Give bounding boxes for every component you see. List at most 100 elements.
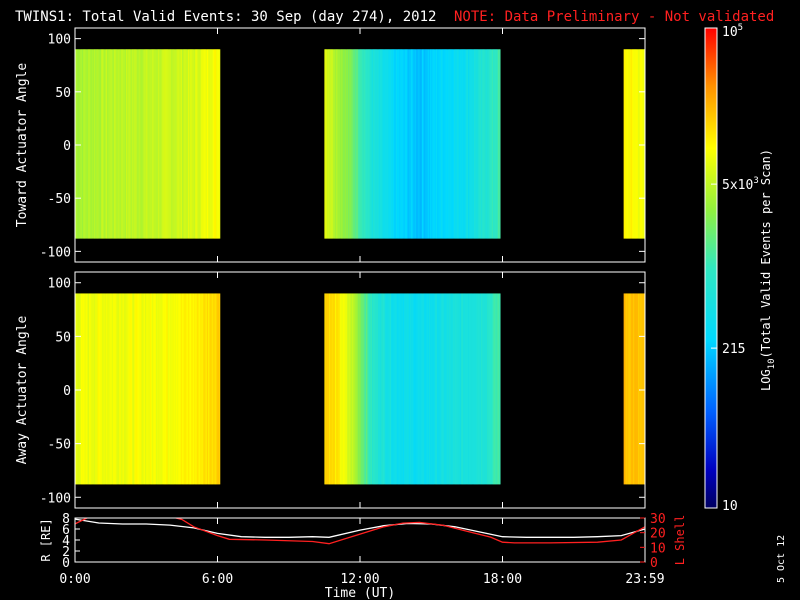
heatmap-cell (389, 49, 392, 239)
heatmap-cell (474, 293, 476, 485)
heatmap-cell (105, 49, 108, 239)
heatmap-cell (129, 293, 132, 485)
heatmap-cell (418, 293, 420, 485)
heatmap-cell (140, 49, 142, 239)
heatmap-cell (170, 293, 172, 485)
heatmap-cell (383, 293, 386, 485)
heatmap-cell (445, 293, 448, 485)
heatmap-cell (491, 293, 494, 485)
heatmap-cell (133, 49, 135, 239)
heatmap-cell (206, 49, 209, 239)
heatmap-cell (97, 293, 100, 485)
heatmap-cell (164, 293, 166, 485)
heatmap-cell (103, 293, 106, 485)
y-left-tick-label: 4 (62, 534, 70, 549)
heatmap-cell (121, 49, 123, 239)
heatmap-cell (405, 49, 407, 239)
heatmap-cell (160, 293, 163, 485)
heatmap-cell (329, 293, 331, 485)
heatmap-cell (424, 293, 426, 485)
heatmap-cell (115, 293, 117, 485)
heatmap-cell (114, 293, 116, 485)
heatmap-cell (78, 293, 81, 485)
heatmap-cell (384, 293, 387, 485)
heatmap-cell (117, 293, 120, 485)
heatmap-cell (363, 293, 366, 485)
heatmap-cell (472, 293, 475, 485)
heatmap-cell (197, 49, 199, 239)
heatmap-cell (99, 293, 102, 485)
heatmap-cell (191, 49, 193, 239)
heatmap-cell (642, 293, 645, 485)
heatmap-cell (409, 293, 412, 485)
heatmap-cell (483, 293, 486, 485)
heatmap-cell (424, 49, 426, 239)
heatmap-cell (172, 293, 174, 485)
heatmap-cell (490, 49, 493, 239)
heatmap-cell (439, 49, 442, 239)
heatmap-cell (414, 293, 417, 485)
y-left-tick-label: 2 (62, 545, 70, 560)
heatmap-cell (213, 293, 216, 485)
heatmap-cell (181, 293, 184, 485)
heatmap-cell (430, 49, 432, 239)
heatmap-cell (124, 293, 127, 485)
heatmap-cell (382, 49, 385, 239)
heatmap-cell (464, 49, 467, 239)
heatmap-cell (96, 49, 98, 239)
heatmap-cell (343, 293, 345, 485)
heatmap-cell (406, 293, 408, 485)
heatmap-cell (407, 49, 410, 239)
heatmap-cell (370, 49, 373, 239)
y-left-tick-label: 6 (62, 523, 70, 538)
heatmap-cell (388, 293, 391, 485)
heatmap-cell (325, 49, 328, 239)
heatmap-cell (148, 49, 151, 239)
heatmap-cell (147, 49, 150, 239)
heatmap-cell (83, 49, 85, 239)
heatmap-cell (82, 49, 84, 239)
heatmap-cell (407, 293, 410, 485)
heatmap-cell (78, 49, 81, 239)
heatmap-cell (123, 49, 126, 239)
heatmap-cell (484, 49, 487, 239)
heatmap-cell (190, 49, 192, 239)
heatmap-cell (633, 49, 635, 239)
y-tick-label: -50 (48, 192, 71, 207)
y-left-tick-label: 8 (62, 512, 70, 527)
heatmap-cell (158, 49, 160, 239)
heatmap-cell (392, 49, 394, 239)
heatmap-cell (394, 49, 397, 239)
heatmap-cell (489, 293, 492, 485)
heatmap-cell (415, 49, 418, 239)
heatmap-cell (456, 293, 458, 485)
heatmap-cell (624, 49, 627, 239)
heatmap-cell (636, 293, 639, 485)
heatmap-cell (354, 49, 356, 239)
heatmap-cell (97, 49, 100, 239)
y-right-tick-label: 20 (650, 527, 666, 542)
heatmap-cell (147, 293, 150, 485)
heatmap-cell (165, 49, 167, 239)
heatmap-cell (446, 293, 449, 485)
heatmap-cell (626, 49, 628, 239)
heatmap-cell (178, 49, 180, 239)
y-tick-label: -100 (40, 245, 71, 260)
heatmap-cell (482, 293, 484, 485)
heatmap-cell (114, 49, 116, 239)
heatmap-cell (83, 293, 85, 485)
heatmap-cell (136, 293, 139, 485)
heatmap-cell (216, 293, 218, 485)
heatmap-cell (377, 293, 380, 485)
x-tick-label: 18:00 (483, 572, 522, 587)
heatmap-cell (339, 293, 342, 485)
heatmap-cell (213, 49, 216, 239)
middle-panel-data-segment (75, 293, 221, 485)
heatmap-cell (326, 293, 329, 485)
top-panel-data-segment (324, 49, 501, 239)
heatmap-cell (325, 293, 328, 485)
heatmap-cell (350, 293, 353, 485)
heatmap-cell (413, 49, 416, 239)
heatmap-cell (434, 49, 437, 239)
heatmap-cell (374, 293, 376, 485)
